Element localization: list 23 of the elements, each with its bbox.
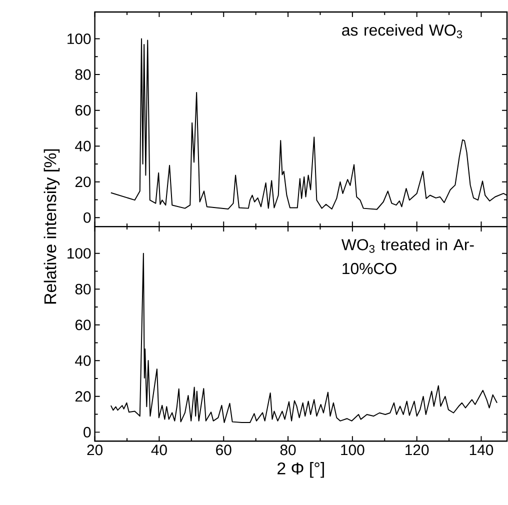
y-tick-label: 80 [75,69,91,80]
y-tick-label: 80 [75,284,91,294]
y-tick-label: 100 [68,34,91,44]
y-tick-label: 20 [75,176,91,188]
x-tick-label: 120 [406,444,429,456]
x-tick-label: 60 [216,444,232,456]
y-tick-label: 20 [75,391,91,402]
y-tick-label: 40 [75,140,91,152]
y-tick-label: 40 [75,355,91,366]
x-tick-label: 100 [341,444,364,456]
y-tick-label: 0 [84,212,91,223]
y-tick-label: 100 [68,248,91,259]
y-tick-label: 0 [84,426,91,438]
x-axis-title: 2 Φ [°] [278,462,324,478]
annotation: WO$_{3}$ treated in Ar-10%CO [341,238,474,274]
x-tick-label: 140 [470,444,494,456]
x-tick-label: 40 [151,444,167,456]
annotation: as received WO$_{3}$ [342,24,462,38]
x-tick-label: 80 [280,444,296,456]
y-axis-title: Relative intensity [%] [44,149,60,304]
y-tick-label: 60 [75,105,91,116]
y-tick-label: 60 [75,320,91,330]
line-series [110,252,498,424]
